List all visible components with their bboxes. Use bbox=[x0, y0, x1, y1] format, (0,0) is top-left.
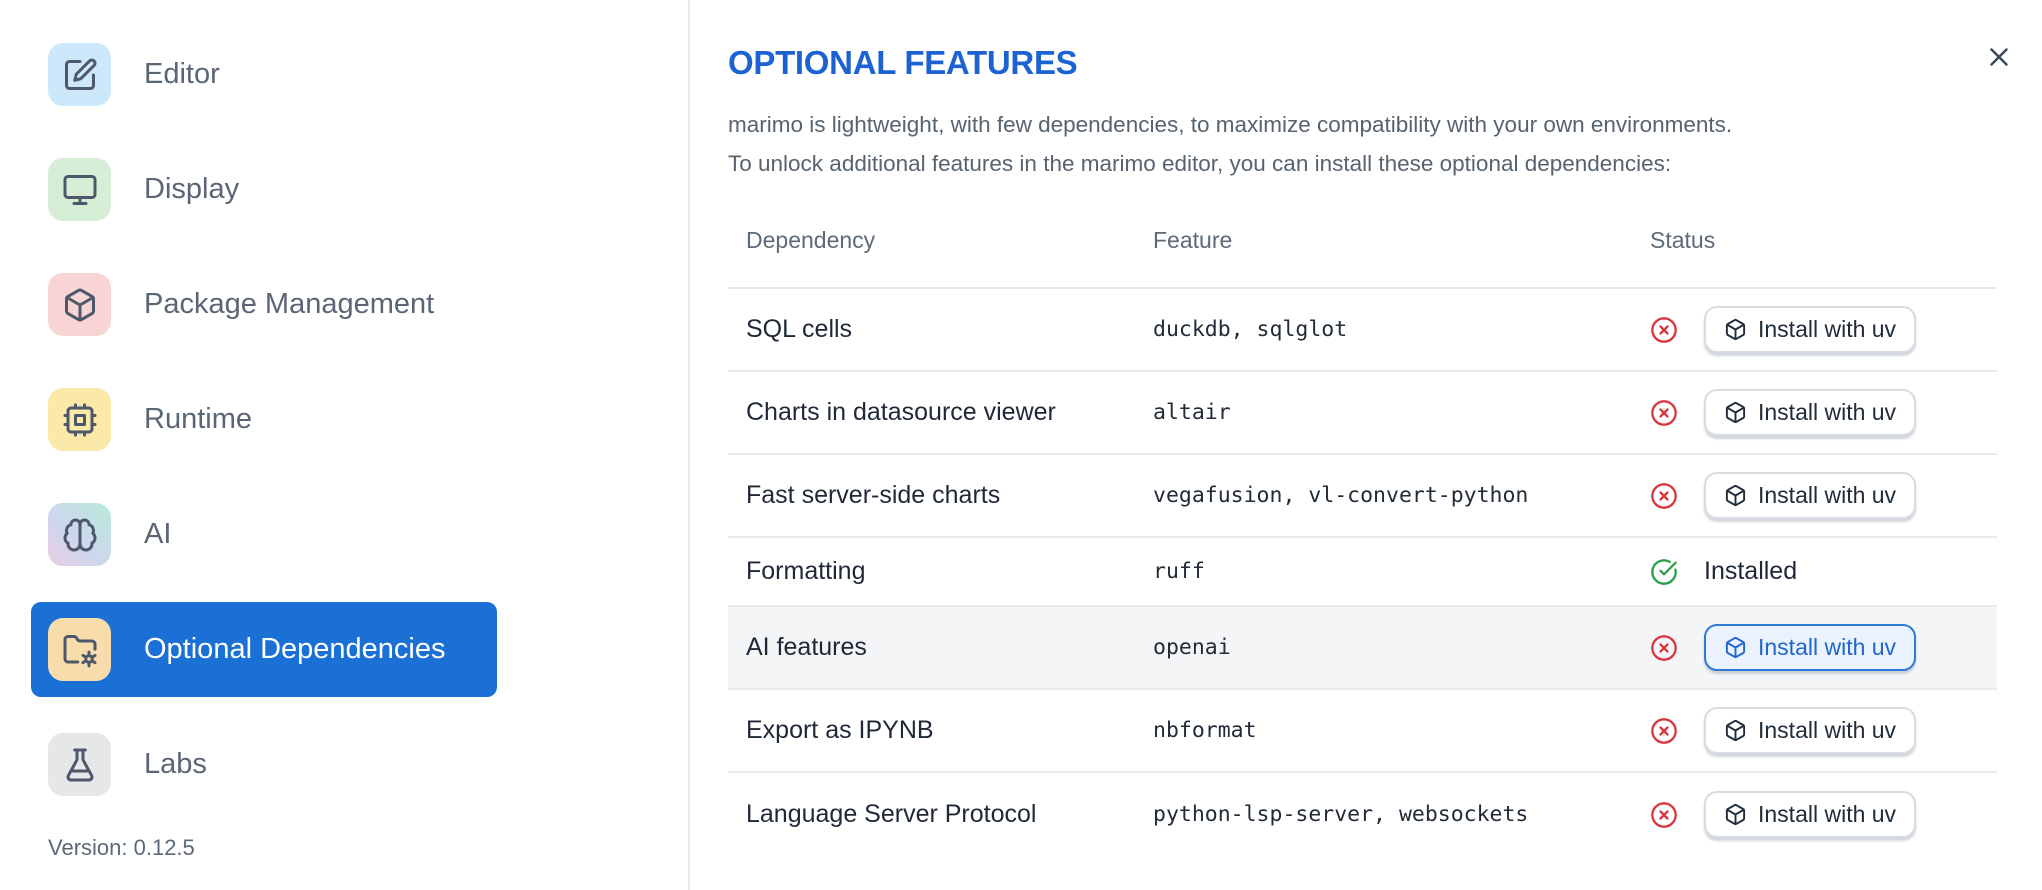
sidebar-item-runtime[interactable]: Runtime bbox=[31, 372, 497, 467]
circle-x-icon bbox=[1650, 801, 1678, 829]
table-row: Fast server-side charts vegafusion, vl-c… bbox=[728, 455, 1997, 538]
panel-description: marimo is lightweight, with few dependen… bbox=[728, 105, 1997, 183]
dependency-cell: Charts in datasource viewer bbox=[746, 398, 1056, 426]
column-header-feature: Feature bbox=[1153, 227, 1233, 253]
feature-cell: duckdb, sqlglot bbox=[1153, 317, 1348, 342]
sidebar-item-label: Optional Dependencies bbox=[144, 633, 446, 665]
sidebar-item-label: Labs bbox=[144, 748, 207, 780]
close-icon bbox=[1982, 42, 2016, 72]
sidebar-item-label: Display bbox=[144, 173, 240, 205]
install-button-label: Install with uv bbox=[1758, 316, 1897, 342]
install-with-uv-button[interactable]: Install with uv bbox=[1704, 624, 1917, 671]
dependency-cell: Export as IPYNB bbox=[746, 716, 934, 744]
dependency-cell: Fast server-side charts bbox=[746, 481, 1001, 509]
install-button-label: Install with uv bbox=[1758, 482, 1897, 508]
status-cell: Install with uv bbox=[1650, 791, 1997, 838]
optional-features-panel: OPTIONAL FEATURES marimo is lightweight,… bbox=[690, 0, 2042, 890]
monitor-icon bbox=[62, 172, 98, 208]
install-with-uv-button[interactable]: Install with uv bbox=[1704, 791, 1917, 838]
table-body: SQL cells duckdb, sqlglot Install with u… bbox=[728, 289, 1997, 856]
description-line: To unlock additional features in the mar… bbox=[728, 151, 1672, 176]
table-header-row: Dependency Feature Status bbox=[728, 229, 1997, 289]
install-with-uv-button[interactable]: Install with uv bbox=[1704, 472, 1917, 519]
sidebar-item-list: Editor Display Package Management Runtim… bbox=[0, 27, 688, 812]
dependency-cell: AI features bbox=[746, 633, 867, 661]
install-button-label: Install with uv bbox=[1758, 717, 1897, 743]
status-cell: Install with uv bbox=[1650, 306, 1997, 353]
package-box-icon bbox=[1724, 484, 1747, 507]
monitor-icon-box bbox=[48, 158, 111, 221]
install-button-label: Install with uv bbox=[1758, 634, 1897, 660]
feature-cell: python-lsp-server, websockets bbox=[1153, 802, 1529, 827]
description-line: marimo is lightweight, with few dependen… bbox=[728, 112, 1733, 137]
table-row: SQL cells duckdb, sqlglot Install with u… bbox=[728, 289, 1997, 372]
sidebar-item-label: Package Management bbox=[144, 288, 435, 320]
package-box-icon bbox=[1724, 318, 1747, 341]
circle-x-icon bbox=[1650, 316, 1678, 344]
status-cell: Install with uv bbox=[1650, 624, 1997, 671]
status-cell: Install with uv bbox=[1650, 472, 1997, 519]
version-label: Version: 0.12.5 bbox=[48, 835, 195, 860]
square-pen-icon bbox=[62, 57, 98, 93]
sidebar-item-label: Editor bbox=[144, 58, 220, 90]
circle-x-icon bbox=[1650, 482, 1678, 510]
sidebar-item-labs[interactable]: Labs bbox=[31, 717, 497, 812]
feature-cell: altair bbox=[1153, 400, 1231, 425]
circle-check-icon bbox=[1650, 558, 1678, 586]
table-row: AI features openai Install with uv bbox=[728, 607, 1997, 690]
package-box-icon bbox=[1724, 636, 1747, 659]
sidebar-item-package-management[interactable]: Package Management bbox=[31, 257, 497, 352]
folder-cog-icon-box bbox=[48, 618, 111, 681]
install-with-uv-button[interactable]: Install with uv bbox=[1704, 306, 1917, 353]
brain-icon-box bbox=[48, 503, 111, 566]
sidebar-item-ai[interactable]: AI bbox=[31, 487, 497, 582]
column-header-dependency: Dependency bbox=[746, 227, 876, 253]
circle-x-icon bbox=[1650, 399, 1678, 427]
package-icon bbox=[62, 287, 98, 323]
status-cell: Install with uv bbox=[1650, 707, 1997, 754]
install-with-uv-button[interactable]: Install with uv bbox=[1704, 389, 1917, 436]
package-icon-box bbox=[48, 273, 111, 336]
feature-cell: openai bbox=[1153, 635, 1231, 660]
settings-sidebar: Editor Display Package Management Runtim… bbox=[0, 0, 690, 890]
sidebar-item-optional-dependencies[interactable]: Optional Dependencies bbox=[31, 602, 497, 697]
column-header-status: Status bbox=[1650, 227, 1716, 253]
sidebar-item-label: AI bbox=[144, 518, 172, 550]
package-box-icon bbox=[1724, 803, 1747, 826]
status-cell: Installed bbox=[1650, 557, 1997, 586]
table-row: Export as IPYNB nbformat Install with uv bbox=[728, 690, 1997, 773]
table-row: Formatting ruff Installed bbox=[728, 538, 1997, 607]
sidebar-item-editor[interactable]: Editor bbox=[31, 27, 497, 122]
flask-icon bbox=[62, 747, 98, 783]
feature-cell: vegafusion, vl-convert-python bbox=[1153, 483, 1529, 508]
dependency-cell: Formatting bbox=[746, 557, 866, 585]
dependency-cell: SQL cells bbox=[746, 315, 853, 343]
table-row: Language Server Protocol python-lsp-serv… bbox=[728, 773, 1997, 856]
install-with-uv-button[interactable]: Install with uv bbox=[1704, 707, 1917, 754]
flask-icon-box bbox=[48, 733, 111, 796]
install-button-label: Install with uv bbox=[1758, 801, 1897, 827]
dependencies-table: Dependency Feature Status SQL cells duck… bbox=[728, 229, 1997, 856]
square-pen-icon-box bbox=[48, 43, 111, 106]
feature-cell: nbformat bbox=[1153, 718, 1257, 743]
sidebar-item-display[interactable]: Display bbox=[31, 142, 497, 237]
page-title: OPTIONAL FEATURES bbox=[728, 44, 1078, 81]
install-button-label: Install with uv bbox=[1758, 399, 1897, 425]
circle-x-icon bbox=[1650, 717, 1678, 745]
folder-cog-icon bbox=[62, 632, 98, 668]
status-cell: Install with uv bbox=[1650, 389, 1997, 436]
cpu-icon bbox=[62, 402, 98, 438]
cpu-icon-box bbox=[48, 388, 111, 451]
dependency-cell: Language Server Protocol bbox=[746, 800, 1037, 828]
sidebar-item-label: Runtime bbox=[144, 403, 252, 435]
brain-icon bbox=[62, 517, 98, 553]
installed-status-label: Installed bbox=[1704, 557, 1798, 585]
feature-cell: ruff bbox=[1153, 559, 1205, 584]
package-box-icon bbox=[1724, 401, 1747, 424]
close-dialog-button[interactable] bbox=[1982, 40, 2016, 74]
package-box-icon bbox=[1724, 719, 1747, 742]
table-row: Charts in datasource viewer altair Insta… bbox=[728, 372, 1997, 455]
circle-x-icon bbox=[1650, 634, 1678, 662]
